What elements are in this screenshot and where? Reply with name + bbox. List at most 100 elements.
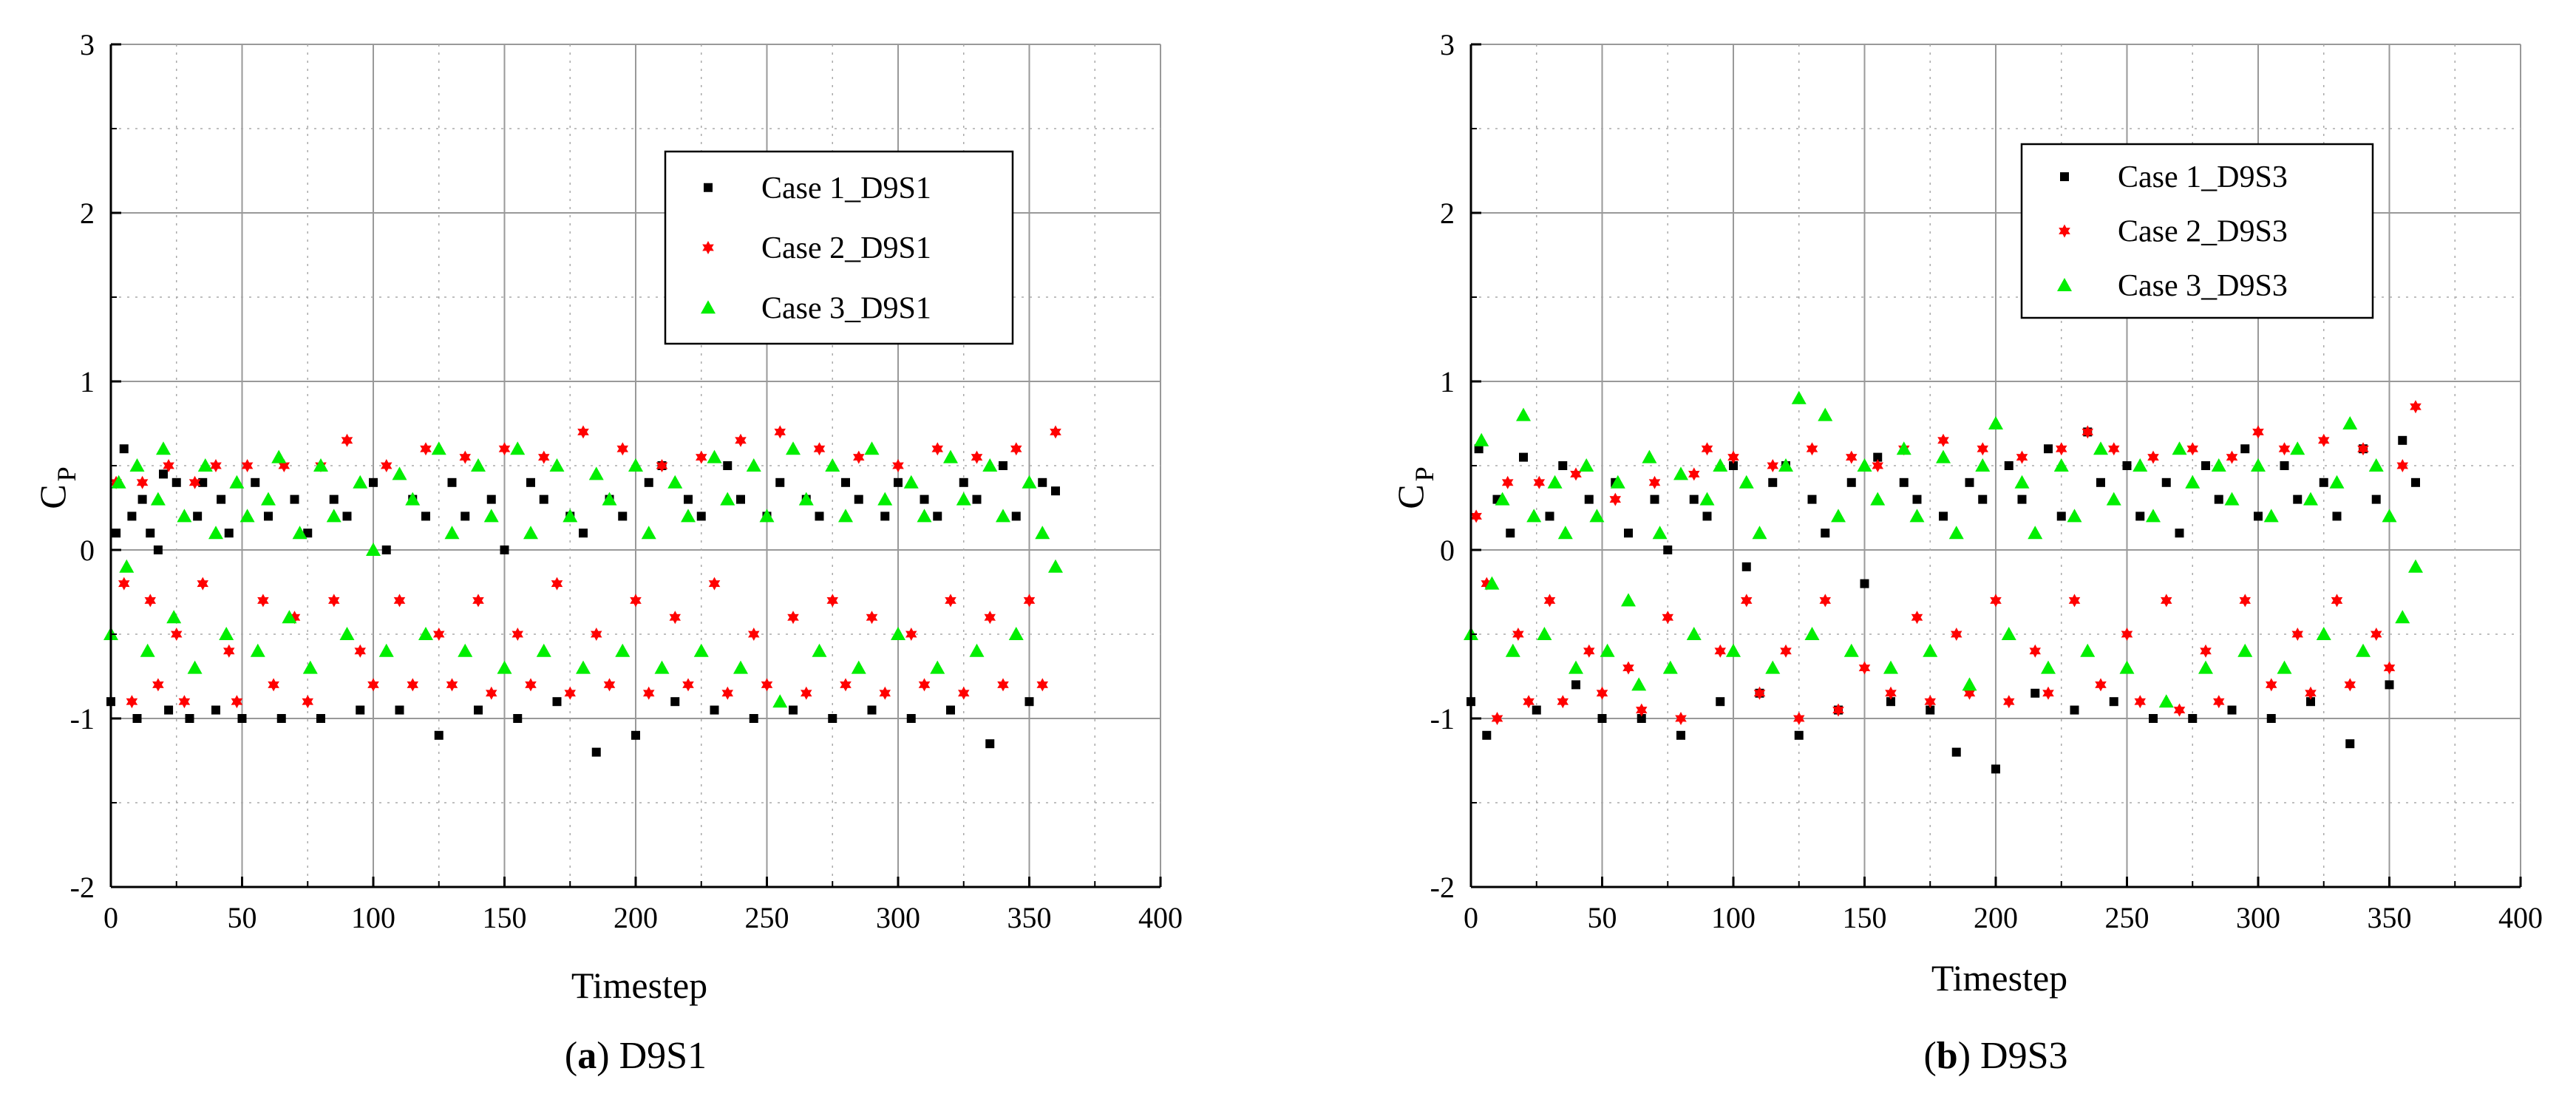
point-b-0-68 [2345, 739, 2355, 749]
point-a-2-64 [877, 492, 893, 506]
point-b-1-66 [2318, 433, 2330, 447]
plot-area-b [1464, 390, 2423, 774]
point-a-0-54 [723, 461, 733, 470]
point-a-2-48 [667, 475, 683, 489]
point-a-0-7 [153, 545, 163, 554]
point-b-0-1 [1474, 444, 1484, 454]
point-a-0-41 [552, 697, 562, 707]
legend-marker-b-2 [2057, 277, 2072, 291]
point-b-1-16 [1662, 611, 1673, 625]
y-tick-label-a-3: 1 [80, 365, 95, 398]
point-b-1-42 [2003, 695, 2015, 709]
point-a-0-14 [211, 705, 220, 715]
point-b-2-47 [2028, 526, 2043, 540]
point-b-2-21 [1686, 627, 1702, 640]
point-b-0-22 [1741, 562, 1751, 571]
point-a-1-55 [774, 425, 786, 439]
point-b-2-14 [1610, 475, 1625, 489]
point-a-0-5 [137, 494, 147, 504]
point-b-2-17 [1642, 449, 1657, 463]
point-b-1-54 [2161, 594, 2172, 608]
point-a-2-15 [250, 643, 265, 657]
y-tick-label-a-0: -2 [70, 871, 95, 904]
y-tick-label-b-5: 3 [1440, 28, 1455, 61]
legend-label-a-1: Case 2_D9S1 [761, 231, 931, 265]
point-b-2-49 [2053, 458, 2069, 472]
point-b-0-40 [1978, 494, 1988, 504]
point-b-2-30 [1804, 627, 1820, 640]
point-a-2-22 [326, 509, 341, 523]
point-a-0-61 [815, 511, 824, 521]
y-axis-title-a-main: C [32, 484, 73, 509]
point-a-1-2 [126, 695, 138, 709]
point-a-0-10 [171, 477, 181, 487]
point-b-1-33 [1885, 686, 1897, 700]
point-a-2-20 [302, 660, 318, 674]
point-a-1-62 [866, 611, 878, 625]
x-axis-title-b: Timestep [1931, 957, 2067, 999]
point-a-2-50 [693, 643, 709, 657]
point-b-1-6 [1533, 475, 1546, 489]
point-b-0-54 [2161, 477, 2171, 487]
point-a-1-59 [826, 594, 838, 608]
point-a-0-47 [631, 730, 640, 740]
x-tick-label-a-2: 100 [351, 901, 395, 934]
caption-a: (a) D9S1 [565, 1035, 707, 1077]
point-a-1-36 [525, 678, 537, 692]
point-b-2-23 [1713, 458, 1728, 472]
point-a-0-71 [946, 705, 955, 715]
point-a-0-4 [132, 714, 142, 723]
point-a-2-58 [798, 492, 814, 506]
point-b-2-43 [1975, 458, 1991, 472]
point-b-0-37 [1939, 511, 1948, 521]
point-a-1-63 [879, 686, 891, 700]
point-b-1-22 [1741, 594, 1753, 608]
legend-marker-b-0 [2060, 172, 2069, 182]
point-a-2-32 [458, 643, 473, 657]
point-b-1-27 [1806, 442, 1818, 456]
x-tick-label-a-6: 300 [876, 901, 920, 934]
point-b-2-32 [1831, 509, 1846, 523]
point-b-2-37 [1896, 441, 1911, 455]
point-b-0-30 [1846, 477, 1856, 487]
point-b-2-5 [1516, 407, 1531, 421]
point-a-1-38 [551, 577, 563, 591]
point-b-0-33 [1886, 697, 1895, 707]
point-a-1-69 [958, 686, 970, 700]
point-a-2-63 [864, 441, 880, 455]
point-b-2-69 [2316, 627, 2331, 640]
point-a-0-34 [461, 511, 470, 521]
legend-box-b [2020, 143, 2374, 319]
point-a-2-77 [1048, 559, 1063, 573]
point-a-2-30 [431, 441, 446, 455]
point-a-1-37 [538, 450, 550, 464]
point-a-1-28 [420, 442, 432, 456]
point-b-0-15 [1650, 494, 1659, 504]
point-b-1-31 [1858, 661, 1871, 675]
point-b-2-46 [2014, 475, 2030, 489]
point-b-1-9 [1570, 467, 1582, 481]
point-b-0-56 [2188, 714, 2198, 723]
point-a-2-3 [129, 458, 145, 472]
point-a-0-73 [972, 494, 982, 504]
point-a-2-65 [891, 627, 905, 640]
point-a-1-12 [223, 644, 235, 658]
point-a-1-40 [577, 425, 589, 439]
point-b-1-61 [2252, 425, 2264, 439]
legend-marker-a-0 [704, 183, 713, 192]
legend-b: Case 1_D9S3 Case 2_D9S3 Case 3_D9S3 [2020, 143, 2374, 319]
point-b-2-1 [1474, 432, 1489, 446]
point-b-2-62 [2224, 492, 2240, 506]
caption-b: (b) D9S3 [1923, 1035, 2067, 1077]
point-b-1-44 [2029, 644, 2041, 658]
point-b-2-51 [2080, 643, 2096, 657]
point-a-0-38 [513, 714, 523, 723]
point-b-2-36 [1883, 660, 1898, 674]
point-a-2-17 [271, 449, 287, 463]
point-b-0-53 [2149, 714, 2158, 723]
point-a-0-43 [579, 528, 588, 538]
point-a-1-13 [231, 695, 243, 709]
point-a-2-9 [187, 660, 203, 674]
point-a-2-12 [219, 627, 234, 640]
point-a-0-17 [237, 714, 247, 723]
